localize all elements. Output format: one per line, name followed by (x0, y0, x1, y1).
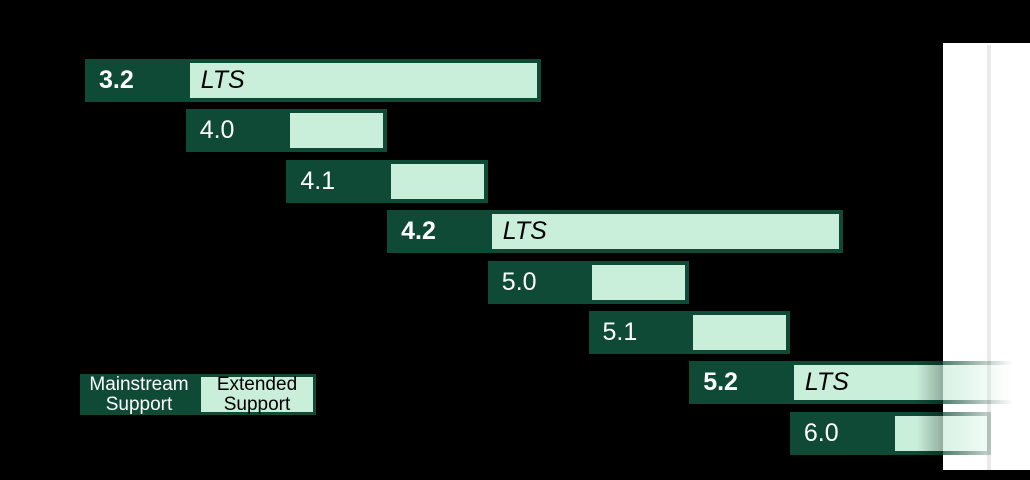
mainstream-segment: 5.0 (487, 260, 589, 304)
version-label: 4.2 (401, 217, 436, 246)
bar-4-2: 4.2 LTS (387, 210, 844, 254)
version-label: 5.0 (501, 267, 537, 296)
mainstream-segment: 5.2 (689, 361, 790, 405)
version-label: 6.0 (803, 418, 839, 447)
legend: Mainstream Support Extended Support (80, 374, 316, 415)
extended-segment: LTS (487, 210, 844, 254)
vertical-gridline (987, 45, 991, 470)
bar-6-0: 6.0 (789, 411, 992, 455)
mainstream-segment: 4.0 (185, 109, 287, 153)
extended-segment (387, 159, 488, 203)
bar-5-2: 5.2 LTS (689, 361, 1030, 405)
lts-label: LTS (502, 217, 547, 246)
extended-segment: LTS (185, 59, 542, 102)
legend-extended-support: Extended Support (198, 374, 316, 415)
bar-4-1: 4.1 (286, 159, 488, 203)
bar-5-1: 5.1 (588, 311, 790, 354)
mainstream-segment: 6.0 (789, 411, 891, 455)
lts-label: LTS (804, 368, 849, 397)
bar-3-2: 3.2 LTS (85, 59, 542, 102)
version-label: 4.1 (300, 166, 336, 195)
mainstream-segment: 3.2 (85, 59, 186, 102)
version-label: 5.2 (703, 368, 738, 397)
extended-segment (286, 109, 388, 153)
legend-mainstream-support: Mainstream Support (80, 374, 198, 415)
mainstream-segment: 5.1 (588, 311, 690, 354)
version-label: 5.1 (602, 318, 638, 346)
mainstream-segment: 4.2 (387, 210, 488, 254)
extended-segment: LTS (789, 361, 1030, 405)
mainstream-segment: 4.1 (286, 159, 388, 203)
lts-label: LTS (200, 66, 245, 94)
bar-4-0: 4.0 (185, 109, 388, 153)
extended-segment (890, 411, 992, 455)
extended-segment (689, 311, 790, 354)
bar-5-0: 5.0 (487, 260, 690, 304)
extended-segment (588, 260, 690, 304)
version-label: 4.0 (199, 116, 235, 145)
version-label: 3.2 (99, 66, 134, 94)
